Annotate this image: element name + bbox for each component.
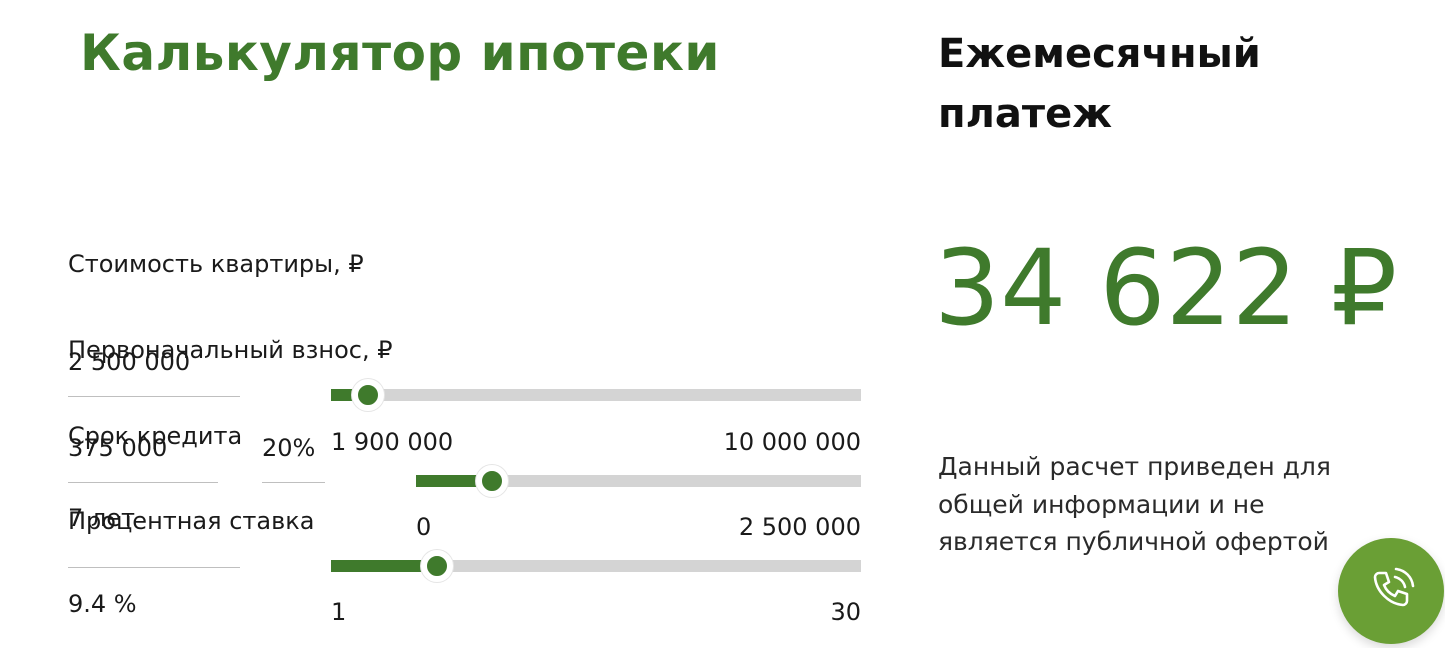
- down-payment-min: 0: [416, 513, 432, 541]
- calculator-title: Калькулятор ипотеки: [80, 24, 720, 82]
- down-payment-slider[interactable]: [416, 465, 861, 497]
- monthly-payment-amount: 34 622 ₽: [934, 227, 1398, 349]
- loan-term-input[interactable]: 7 лет: [68, 504, 135, 532]
- loan-term-underline: [68, 567, 240, 568]
- down-payment-slider-fill: [416, 475, 492, 487]
- disclaimer-text: Данный расчет приведен для общей информа…: [938, 452, 1331, 556]
- apartment-price-label: Стоимость квартиры, ₽: [68, 250, 364, 278]
- down-payment-slider-thumb[interactable]: [475, 465, 508, 497]
- down-payment-percent-underline: [262, 482, 325, 483]
- loan-term-label: Срок кредита: [68, 422, 243, 450]
- loan-term-min: 1: [331, 598, 347, 626]
- down-payment-label: Первоначальный взнос, ₽: [68, 336, 393, 364]
- call-button[interactable]: [1338, 538, 1444, 644]
- down-payment-input[interactable]: 375 000: [68, 434, 168, 462]
- apartment-price-max: 10 000 000: [723, 428, 861, 456]
- apartment-price-min: 1 900 000: [331, 428, 454, 456]
- down-payment-underline: [68, 482, 218, 483]
- loan-term-slider-thumb[interactable]: [421, 550, 453, 582]
- interest-rate-label: Процентная ставка: [68, 507, 315, 535]
- down-payment-max: 2 500 000: [738, 513, 861, 541]
- loan-term-max: 30: [830, 598, 861, 626]
- monthly-payment-heading: Ежемесячный платеж: [938, 31, 1261, 137]
- loan-term-slider-fill: [331, 560, 437, 572]
- down-payment-percent-input[interactable]: 20%: [262, 434, 316, 462]
- apartment-price-slider-thumb[interactable]: [352, 379, 385, 411]
- apartment-price-input[interactable]: 2 500 000: [68, 348, 191, 376]
- loan-term-slider[interactable]: [331, 550, 861, 582]
- apartment-price-slider[interactable]: [331, 379, 861, 411]
- phone-call-icon: [1373, 567, 1415, 607]
- apartment-price-underline: [68, 396, 240, 397]
- interest-rate-value: 9.4 %: [68, 590, 137, 618]
